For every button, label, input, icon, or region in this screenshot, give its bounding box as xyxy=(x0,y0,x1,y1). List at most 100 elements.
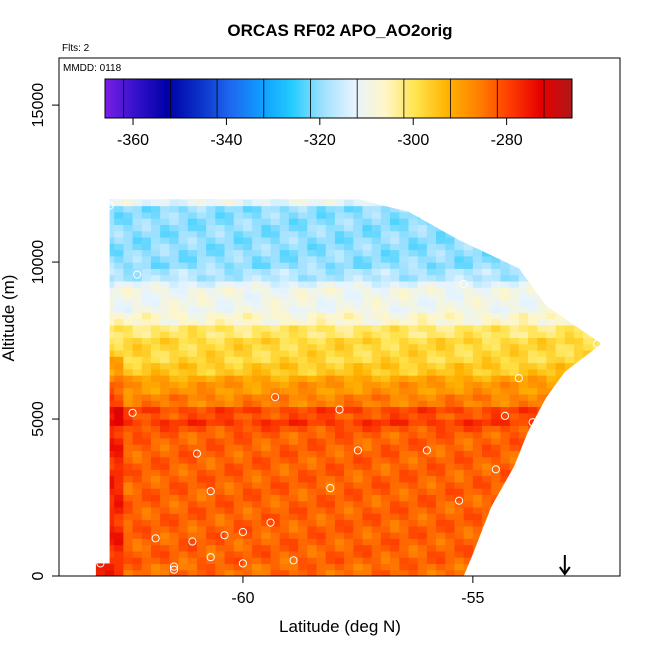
heatmap-cell xyxy=(279,500,290,508)
heatmap-cell xyxy=(445,230,456,238)
heatmap-cell xyxy=(408,349,419,357)
heatmap-cell xyxy=(316,287,327,295)
heatmap-cell xyxy=(362,488,373,495)
heatmap-cell xyxy=(114,312,124,320)
heatmap-cell xyxy=(482,381,492,389)
heatmap-cell xyxy=(169,249,180,257)
heatmap-cell xyxy=(279,475,290,483)
heatmap-cell xyxy=(123,544,134,552)
heatmap-cell xyxy=(224,343,235,351)
heatmap-cell xyxy=(380,255,391,263)
heatmap-cell xyxy=(160,343,170,351)
heatmap-cell xyxy=(436,362,446,370)
heatmap-cell xyxy=(592,230,602,238)
heatmap-cell xyxy=(160,255,170,263)
heatmap-cell xyxy=(325,406,336,414)
heatmap-cell xyxy=(362,280,373,288)
heatmap-cell xyxy=(114,268,124,276)
heatmap-cell xyxy=(178,331,189,339)
heatmap-cell xyxy=(472,506,483,514)
heatmap-cell xyxy=(114,306,124,313)
heatmap-cell xyxy=(509,563,520,571)
heatmap-cell xyxy=(123,211,134,219)
heatmap-cell xyxy=(132,324,143,332)
heatmap-cell xyxy=(242,569,253,577)
heatmap-cell xyxy=(288,569,299,577)
heatmap-cell xyxy=(509,513,520,521)
heatmap-cell xyxy=(518,456,529,464)
heatmap-cell xyxy=(334,224,345,232)
heatmap-cell xyxy=(436,488,446,495)
heatmap-cell xyxy=(298,306,308,313)
heatmap-cell xyxy=(187,230,198,238)
heatmap-cell xyxy=(141,569,152,577)
heatmap-cell xyxy=(399,406,410,414)
heatmap-cell xyxy=(528,469,538,477)
heatmap-cell xyxy=(215,230,226,238)
heatmap-cell xyxy=(408,362,419,370)
heatmap-cell xyxy=(371,425,382,433)
heatmap-cell xyxy=(555,500,566,508)
heatmap-cell xyxy=(316,431,327,439)
heatmap-cell xyxy=(298,563,308,571)
heatmap-cell xyxy=(537,199,548,207)
heatmap-cell xyxy=(592,318,602,326)
heatmap-cell xyxy=(132,387,143,395)
heatmap-cell xyxy=(353,544,364,552)
heatmap-cell xyxy=(574,481,584,489)
heatmap-cell xyxy=(261,356,272,364)
heatmap-cell xyxy=(288,262,299,269)
heatmap-cell xyxy=(454,544,465,552)
heatmap-cell xyxy=(132,481,143,489)
heatmap-cell xyxy=(592,444,602,452)
heatmap-cell xyxy=(472,525,483,533)
heatmap-cell xyxy=(399,349,410,357)
heatmap-cell xyxy=(141,236,152,244)
heatmap-cell xyxy=(150,356,161,364)
heatmap-cell xyxy=(141,318,152,326)
heatmap-cell xyxy=(528,488,538,495)
heatmap-cell xyxy=(555,318,566,326)
heatmap-cell xyxy=(132,519,143,527)
heatmap-cell xyxy=(141,400,152,408)
heatmap-cell xyxy=(380,488,391,495)
heatmap-cell xyxy=(224,218,235,225)
heatmap-cell xyxy=(206,450,216,458)
heatmap-cell xyxy=(132,224,143,232)
heatmap-cell xyxy=(555,356,566,364)
heatmap-cell xyxy=(583,412,594,420)
heatmap-cell xyxy=(187,324,198,332)
heatmap-cell xyxy=(537,532,548,539)
heatmap-cell xyxy=(325,274,336,282)
heatmap-cell xyxy=(528,387,538,395)
heatmap-cell xyxy=(408,450,419,458)
heatmap-cell xyxy=(325,199,336,200)
heatmap-cell xyxy=(353,293,364,301)
heatmap-cell xyxy=(399,274,410,282)
heatmap-cell xyxy=(114,331,124,339)
heatmap-cell xyxy=(445,299,456,307)
heatmap-cell xyxy=(307,475,318,483)
heatmap-cell xyxy=(555,236,566,244)
heatmap-cell xyxy=(426,356,437,364)
heatmap-cell xyxy=(344,400,354,408)
heatmap-cell xyxy=(95,500,106,508)
heatmap-cell xyxy=(224,469,235,477)
heatmap-cell xyxy=(491,368,502,376)
heatmap-cell xyxy=(307,513,318,521)
heatmap-cell xyxy=(362,211,373,219)
heatmap-cell xyxy=(417,331,428,339)
heatmap-cell xyxy=(555,312,566,320)
heatmap-cell xyxy=(500,312,511,320)
heatmap-cell xyxy=(261,475,272,483)
heatmap-cell xyxy=(252,224,262,232)
heatmap-cell xyxy=(242,513,253,521)
heatmap-cell xyxy=(463,387,474,395)
heatmap-cell xyxy=(160,400,170,408)
heatmap-cell xyxy=(123,381,134,389)
heatmap-cell xyxy=(417,280,428,288)
heatmap-cell xyxy=(196,211,207,219)
heatmap-cell xyxy=(160,550,170,558)
heatmap-cell xyxy=(426,230,437,238)
heatmap-cell xyxy=(528,550,538,558)
